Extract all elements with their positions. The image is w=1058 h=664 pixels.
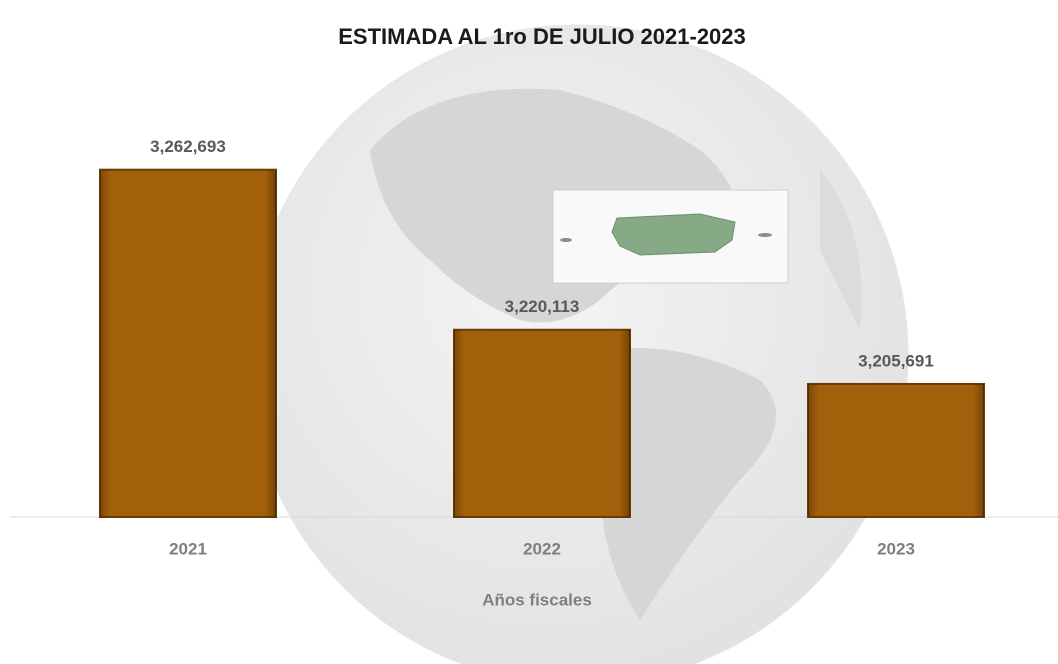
value-label: 3,220,113	[505, 297, 580, 316]
x-tick-label: 2022	[523, 539, 561, 558]
x-axis-label: Años fiscales	[482, 590, 592, 609]
value-label: 3,262,693	[150, 137, 226, 156]
bar	[453, 328, 631, 518]
chart-title: ESTIMADA AL 1ro DE JULIO 2021-2023	[338, 24, 746, 49]
bar	[807, 382, 985, 518]
x-tick-label: 2021	[169, 539, 207, 558]
x-tick-label: 2023	[877, 539, 915, 558]
value-label: 3,205,691	[858, 351, 934, 370]
bar	[99, 168, 277, 519]
